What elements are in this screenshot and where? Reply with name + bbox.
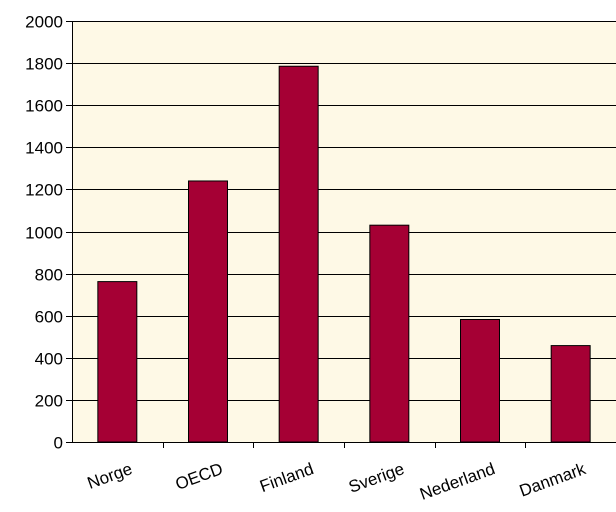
gridlines: [72, 21, 616, 401]
y-tick-label: 1200: [25, 181, 63, 200]
bar-danmark: [550, 345, 591, 443]
y-tick-label: 400: [35, 350, 63, 369]
x-category-label: Nederland: [417, 459, 497, 504]
x-category-label: OECD: [173, 459, 226, 494]
plot-area: [72, 21, 616, 442]
x-category-label: Finland: [257, 459, 316, 496]
bar-sverige: [369, 224, 410, 443]
bar-norge: [97, 281, 138, 443]
x-category-label: Danmark: [517, 459, 589, 501]
x-category-label: Norge: [85, 459, 135, 493]
bar-finland: [278, 65, 319, 443]
x-category-label: Sverige: [346, 459, 407, 497]
x-axis-ticks: Norge OECD Finland Sverige Nederland Danmark: [85, 442, 589, 504]
y-tick-label: 1800: [25, 55, 63, 74]
y-tick-label: 1600: [25, 97, 63, 116]
y-tick-label: 200: [35, 392, 63, 411]
y-tick-label: 1400: [25, 139, 63, 158]
y-tick-label: 600: [35, 308, 63, 327]
y-tick-label: 2000: [25, 13, 63, 32]
bar-oecd: [188, 180, 228, 443]
y-tick-label: 1000: [25, 224, 63, 243]
y-axis-ticks: 0 200 400 600 800 1000 1200 1400 1600 1800 2000: [25, 13, 72, 453]
y-tick-label: 0: [54, 434, 63, 453]
y-tick-label: 800: [35, 266, 63, 285]
bar-nederland: [460, 318, 500, 443]
